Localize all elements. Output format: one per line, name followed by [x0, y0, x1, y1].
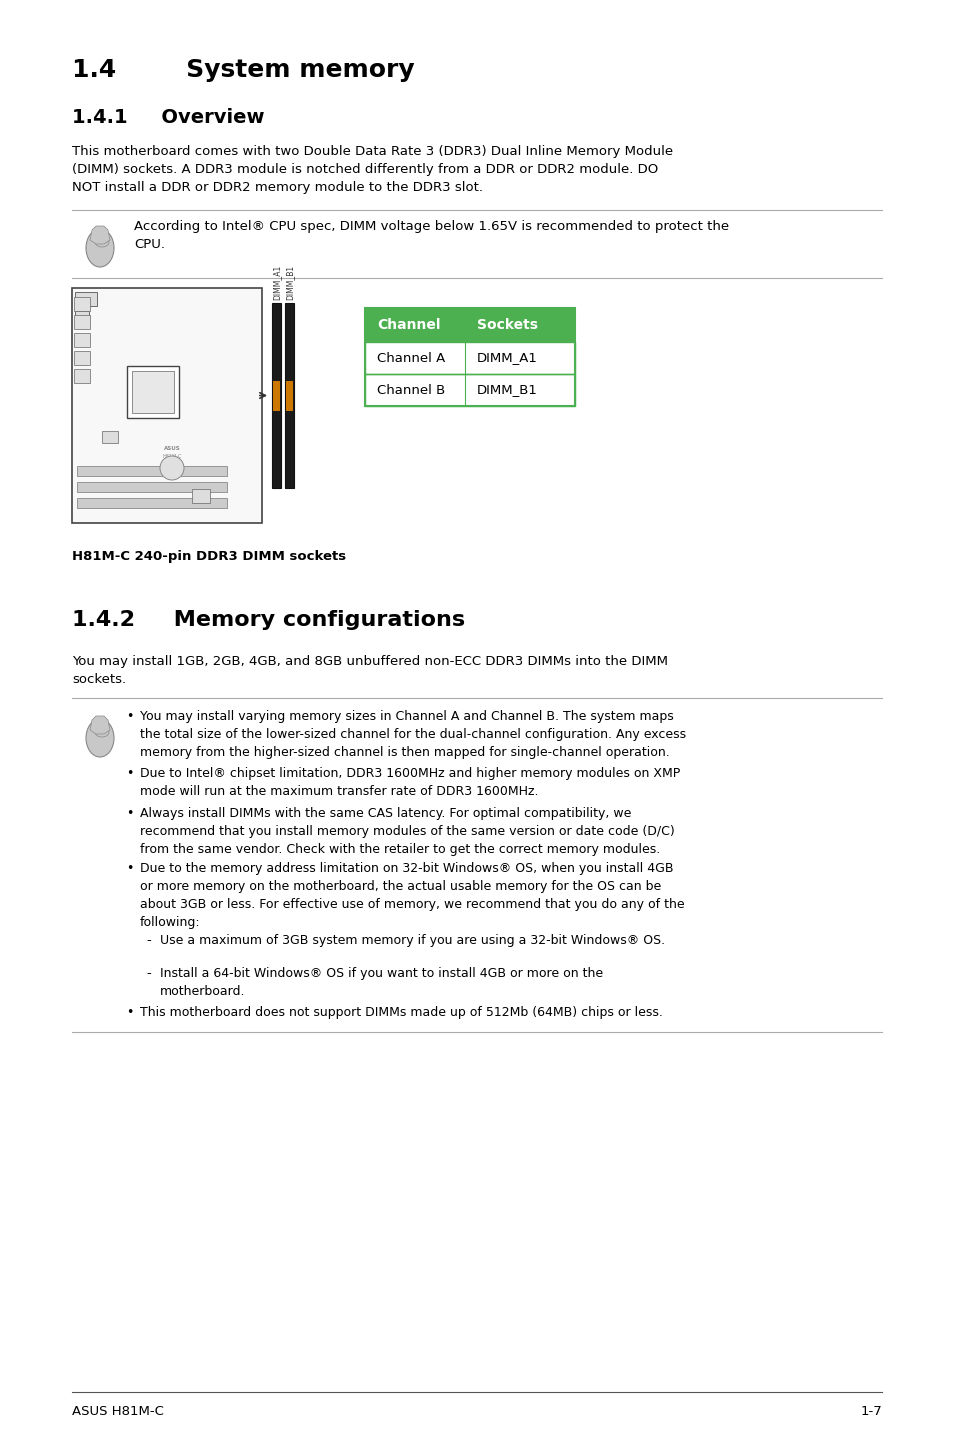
Text: DIMM_B1: DIMM_B1 — [285, 265, 294, 301]
Bar — [192, 489, 210, 503]
Text: Channel: Channel — [376, 318, 440, 332]
Bar — [365, 374, 575, 406]
Text: 1.4.1     Overview: 1.4.1 Overview — [71, 108, 264, 127]
Polygon shape — [90, 226, 110, 244]
Text: •: • — [126, 807, 133, 820]
Bar — [286, 381, 293, 411]
Bar — [102, 431, 118, 443]
Ellipse shape — [95, 237, 109, 247]
Text: •: • — [126, 861, 133, 874]
Ellipse shape — [86, 719, 113, 756]
Bar — [74, 298, 90, 311]
Text: DIMM_B1: DIMM_B1 — [476, 384, 537, 397]
Bar — [75, 292, 97, 306]
Bar — [71, 288, 262, 523]
Text: You may install 1GB, 2GB, 4GB, and 8GB unbuffered non-ECC DDR3 DIMMs into the DI: You may install 1GB, 2GB, 4GB, and 8GB u… — [71, 654, 667, 686]
Bar — [365, 342, 575, 374]
Text: Channel A: Channel A — [376, 351, 445, 364]
Text: ASUS: ASUS — [164, 446, 180, 450]
Text: DIMM_A1: DIMM_A1 — [476, 351, 537, 364]
Text: Install a 64-bit Windows® OS if you want to install 4GB or more on the
motherboa: Install a 64-bit Windows® OS if you want… — [160, 966, 602, 998]
Text: 1.4.2     Memory configurations: 1.4.2 Memory configurations — [71, 610, 465, 630]
Bar — [127, 367, 179, 418]
Circle shape — [160, 456, 184, 480]
Text: 1-7: 1-7 — [860, 1405, 882, 1418]
Text: •: • — [126, 1007, 133, 1020]
Polygon shape — [90, 716, 110, 733]
Bar — [365, 342, 575, 374]
Text: Always install DIMMs with the same CAS latency. For optimal compatibility, we
re: Always install DIMMs with the same CAS l… — [140, 807, 674, 856]
Text: According to Intel® CPU spec, DIMM voltage below 1.65V is recommended to protect: According to Intel® CPU spec, DIMM volta… — [133, 220, 728, 252]
Bar — [75, 311, 89, 324]
Bar — [77, 498, 227, 508]
Bar — [74, 315, 90, 329]
Bar — [273, 381, 280, 411]
Text: You may install varying memory sizes in Channel A and Channel B. The system maps: You may install varying memory sizes in … — [140, 710, 685, 759]
Bar — [77, 466, 227, 476]
Text: Channel B: Channel B — [376, 384, 445, 397]
Bar — [365, 374, 575, 406]
Text: 1.4        System memory: 1.4 System memory — [71, 58, 415, 82]
Text: DIMM_A1: DIMM_A1 — [272, 265, 281, 301]
Text: -: - — [146, 935, 151, 948]
Text: This motherboard comes with two Double Data Rate 3 (DDR3) Dual Inline Memory Mod: This motherboard comes with two Double D… — [71, 145, 673, 194]
Text: Due to Intel® chipset limitation, DDR3 1600MHz and higher memory modules on XMP
: Due to Intel® chipset limitation, DDR3 1… — [140, 766, 679, 798]
Bar — [74, 370, 90, 383]
Bar — [77, 482, 227, 492]
Text: H81M-C 240-pin DDR3 DIMM sockets: H81M-C 240-pin DDR3 DIMM sockets — [71, 549, 346, 564]
Text: H81M-C: H81M-C — [162, 453, 181, 459]
Bar — [285, 303, 294, 487]
Text: Use a maximum of 3GB system memory if you are using a 32-bit Windows® OS.: Use a maximum of 3GB system memory if yo… — [160, 935, 664, 948]
Bar — [365, 308, 575, 342]
Bar — [74, 351, 90, 365]
Text: -: - — [146, 966, 151, 981]
Text: ASUS H81M-C: ASUS H81M-C — [71, 1405, 164, 1418]
Text: Sockets: Sockets — [476, 318, 537, 332]
Text: This motherboard does not support DIMMs made up of 512Mb (64MB) chips or less.: This motherboard does not support DIMMs … — [140, 1007, 662, 1020]
Text: •: • — [126, 710, 133, 723]
Bar — [365, 308, 575, 406]
Bar — [132, 371, 173, 413]
Text: Due to the memory address limitation on 32-bit Windows® OS, when you install 4GB: Due to the memory address limitation on … — [140, 861, 684, 929]
Text: •: • — [126, 766, 133, 779]
Bar — [74, 334, 90, 347]
Ellipse shape — [95, 728, 109, 738]
Bar — [272, 303, 281, 487]
Ellipse shape — [86, 229, 113, 267]
